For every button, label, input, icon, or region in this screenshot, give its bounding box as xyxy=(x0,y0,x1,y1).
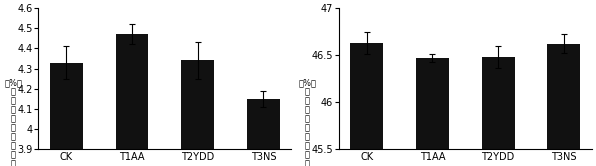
Bar xyxy=(247,99,280,166)
Bar xyxy=(548,44,581,166)
Y-axis label: （%）
新
梢
萌
发
前
成
熟
叶
总
碳
量: （%） 新 梢 萌 发 前 成 熟 叶 总 碳 量 xyxy=(299,79,316,166)
Bar xyxy=(416,58,449,166)
Bar xyxy=(50,63,83,166)
Bar xyxy=(482,57,514,166)
Bar xyxy=(350,43,383,166)
Y-axis label: （%）
新
梢
萌
发
前
成
熟
叶
总
氮
量: （%） 新 梢 萌 发 前 成 熟 叶 总 氮 量 xyxy=(4,79,22,166)
Bar xyxy=(116,34,148,166)
Bar xyxy=(181,60,214,166)
